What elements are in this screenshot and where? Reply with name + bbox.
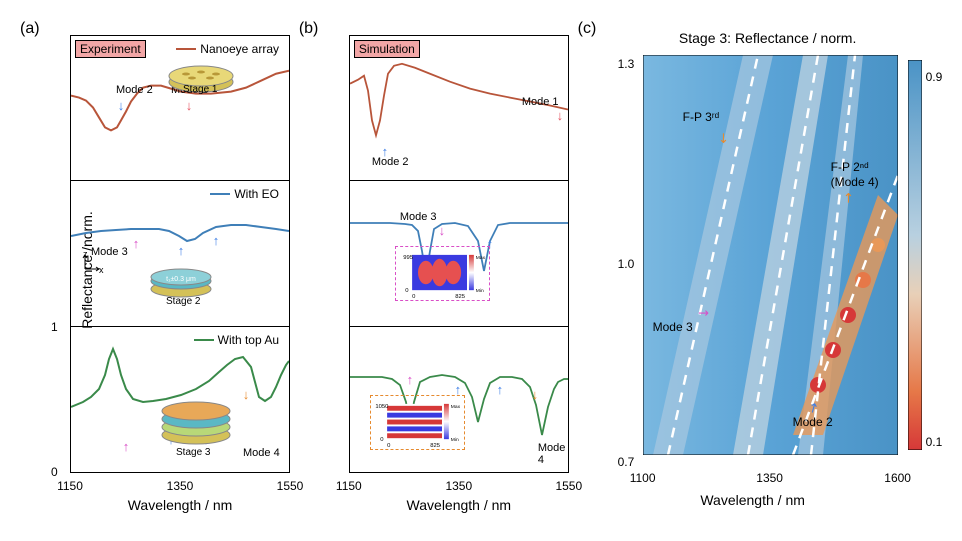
cbar-0.9: 0.9 (926, 70, 943, 84)
svg-text:Min: Min (476, 288, 484, 294)
mode4-label-a: Mode 4 (243, 447, 280, 459)
arrow-a-m3: ↑ (133, 236, 140, 251)
panel-a-label: (a) (20, 20, 40, 38)
mode3-c: Mode 3 (653, 320, 693, 334)
panel-b-label: (b) (299, 20, 319, 38)
svg-text:Max: Max (476, 255, 486, 261)
panel-b-charts: Simulation ↑ Mode 2 Mode 1 ↓ Mode 3 ↓ ↑ (349, 35, 569, 475)
fp3-label: F-P 3ʳᵈ (683, 110, 720, 124)
mode1-label-b: Mode 1 (522, 96, 559, 108)
svg-text:825: 825 (455, 294, 466, 298)
colorbar (908, 60, 922, 450)
arrow-b3-m3: ↑ (407, 372, 414, 387)
cytick-1.0: 1.0 (618, 257, 635, 271)
ytick1: 1 (51, 320, 58, 334)
field-map-mode3: 995 0 0 825 Max Min (395, 246, 490, 301)
panel-c-title: Stage 3: Reflectance / norm. (679, 30, 856, 46)
svg-text:0: 0 (405, 288, 409, 294)
cytick-1.3: 1.3 (618, 57, 635, 71)
svg-text:995: 995 (403, 255, 414, 261)
xtick-a-1350: 1350 (167, 479, 194, 493)
stage2-caption: Stage 2 (166, 296, 200, 307)
xtick-a-1150: 1150 (57, 479, 83, 493)
stage3-caption: Stage 3 (176, 447, 210, 458)
cbar-0.1: 0.1 (926, 435, 943, 449)
subplot-b1: Simulation ↑ Mode 2 Mode 1 ↓ (349, 35, 569, 181)
fp2-label-a: F-P 2ⁿᵈ (831, 160, 869, 174)
arrow-a-m1: ↓ (186, 98, 193, 113)
xlabel-c: Wavelength / nm (700, 492, 805, 508)
svg-text:0: 0 (380, 437, 384, 443)
cxtick-1600: 1600 (884, 471, 911, 485)
panel-a-charts: Experiment Nanoeye array Mode 2 ↓ Mode 1… (70, 35, 290, 475)
arrow-b3-b2: ↑ (497, 382, 504, 397)
svg-text:0: 0 (387, 443, 391, 447)
subplot-a1: Experiment Nanoeye array Mode 2 ↓ Mode 1… (70, 35, 290, 181)
stage1-caption: Stage 1 (183, 84, 217, 95)
arrow-a-m2: ↓ (118, 98, 125, 113)
xtick-b-1150: 1150 (336, 479, 362, 493)
xlabel-a: Wavelength / nm (128, 497, 233, 513)
mode2-label-a: Mode 2 (116, 84, 153, 96)
arrow-a-m2b: ↑ (178, 243, 185, 258)
arrow-b2-m3: ↓ (439, 223, 446, 238)
svg-text:Max: Max (451, 404, 461, 410)
panel-b: (b) Simulation ↑ Mode 2 Mode 1 ↓ Mode 3 … (299, 20, 570, 520)
cxtick-1350: 1350 (756, 471, 783, 485)
panel-c: (c) Stage 3: Reflectance / norm. EO thic… (578, 20, 942, 520)
ytick0: 0 (51, 465, 58, 479)
cytick-0.7: 0.7 (618, 455, 635, 469)
mode2-label-b: Mode 2 (372, 156, 409, 168)
arrow-a3-m4: ↓ (243, 387, 250, 402)
svg-text:Min: Min (451, 437, 459, 443)
arrow-a-m2c: ↑ (213, 233, 220, 248)
heatmap: F-P 3ʳᵈ ↘ F-P 2ⁿᵈ (Mode 4) ↘ Mode 3 ↗ Mo… (643, 55, 898, 455)
panel-a: (a) Reflectance /norm. Experiment Nanoey… (20, 20, 291, 520)
field-map-mode4: 1050 0 0 825 Max Min (370, 395, 465, 450)
fp2-label-b: (Mode 4) (831, 175, 879, 189)
svg-text:0: 0 (412, 294, 416, 298)
subplot-a3: With top Au ↑ ↑ ↑ ↓ Mode 4 Stage 3 0 1 (70, 327, 290, 473)
xlabel-b: Wavelength / nm (407, 497, 512, 513)
arrow-b1-m1: ↓ (557, 108, 564, 123)
svg-text:t₁±0.3 μm: t₁±0.3 μm (166, 276, 196, 283)
panel-c-label: (c) (578, 20, 597, 38)
arrow-b3-m4: ↓ (532, 387, 539, 402)
xtick-b-1350: 1350 (445, 479, 472, 493)
subplot-b3: ↑ ↑ ↑ ↓ Mode4 10500 0825 MaxMin (349, 327, 569, 473)
svg-text:1050: 1050 (375, 404, 389, 410)
subplot-b2: Mode 3 ↓ ↑ 9950 0825 MaxMin (349, 181, 569, 327)
mode4-label-b: Mode4 (538, 442, 566, 466)
cxtick-1100: 1100 (630, 471, 656, 485)
arrow-a3-m3: ↑ (123, 439, 130, 454)
mode3-label-b: Mode 3 (400, 211, 437, 223)
svg-text:825: 825 (430, 443, 441, 447)
subplot-a2: With EO Mode 3 ↑ ↑ ↑ z x t₁±0.3 μm Stage… (70, 181, 290, 327)
